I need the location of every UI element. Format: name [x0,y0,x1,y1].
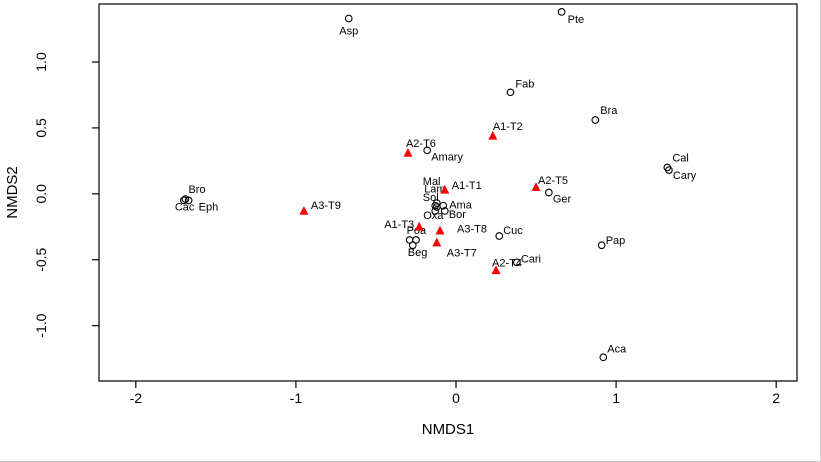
point-circle-bra [591,116,600,124]
point-label-ger: Ger [553,194,572,206]
point-label-a2-t6: A2-T6 [406,138,436,150]
point-label-cary: Cary [673,170,697,182]
point-label-eph: Eph [199,201,219,213]
y-tick-label: 1.0 [33,52,49,72]
x-tick-label: 0 [452,390,460,406]
point-label-cac: Cac [175,201,195,213]
point-label-lam: Lam [424,184,445,196]
point-label-sol: Sol [423,192,439,204]
x-tick-label: -1 [290,390,303,406]
point-circle-oxa [431,207,440,215]
point-circle-eph [184,196,193,205]
point-label-amary: Amary [431,151,463,163]
point-triangle-a1-t3 [414,221,424,231]
point-circle-cary [665,166,673,174]
point-circle-amary [423,146,432,155]
point-label-pte: Pte [568,14,585,26]
point-label-a3-t7: A3-T7 [447,248,477,260]
x-tick-label: -2 [130,390,143,406]
point-triangle-a3-t7 [432,237,442,247]
point-label-a3-t9: A3-T9 [311,200,341,212]
point-label-a1-t1: A1-T1 [452,180,482,192]
point-circle-ger [545,188,553,197]
point-label-cari: Cari [521,253,541,265]
point-label-a2-t4: A2-T4 [492,257,522,269]
point-label-cuc: Cuc [503,225,523,237]
point-label-pap: Pap [606,235,626,247]
point-circle-fab [506,88,515,97]
point-label-a2-t5: A2-T5 [538,175,568,187]
point-label-oxa: Oxa [423,210,444,222]
point-label-bor: Bor [449,209,466,221]
point-circle-bor [440,207,449,215]
point-circle-cari [512,258,521,267]
point-circle-beg [408,241,417,250]
point-triangle-a2-t5 [531,182,541,192]
point-label-bro: Bro [188,184,205,196]
point-triangle-a2-t4 [491,265,501,275]
x-tick-label: 2 [772,390,780,406]
point-triangle-a1-t1 [440,184,450,194]
point-label-bra: Bra [600,105,618,117]
point-label-a1-t3: A1-T3 [384,219,414,231]
point-label-cal: Cal [672,152,689,164]
point-triangle-a3-t9 [299,205,309,215]
point-circle-lam [431,201,440,210]
point-label-a1-t2: A1-T2 [493,121,523,133]
point-circle-pap [597,241,606,250]
point-circle-ama [439,201,448,210]
point-circle-pte [557,8,566,16]
y-tick-label: 0.0 [33,184,49,204]
point-circle-cac [179,196,188,205]
point-label-fab: Fab [515,78,534,90]
y-tick-label: -0.5 [33,247,49,271]
point-circle-aca [599,353,608,362]
point-circle-asp [344,14,353,23]
x-axis-title: NMDS1 [422,421,475,438]
point-label-a3-t8: A3-T8 [457,224,487,236]
point-label-mal: Mal [423,176,441,188]
y-tick-label: 0.5 [33,118,49,138]
point-label-aca: Aca [607,343,627,355]
y-tick-label: -1.0 [33,313,49,337]
point-circle-cuc [495,232,504,240]
point-label-beg: Beg [408,247,428,259]
plot-box [98,3,798,382]
point-triangle-a2-t6 [403,147,413,157]
point-label-ama: Ama [449,200,473,212]
point-triangle-a3-t8 [435,225,445,235]
y-axis-title: NMDS2 [4,166,21,219]
point-triangle-a1-t2 [488,130,498,140]
point-label-asp: Asp [339,26,358,38]
x-tick-label: 1 [612,390,620,406]
